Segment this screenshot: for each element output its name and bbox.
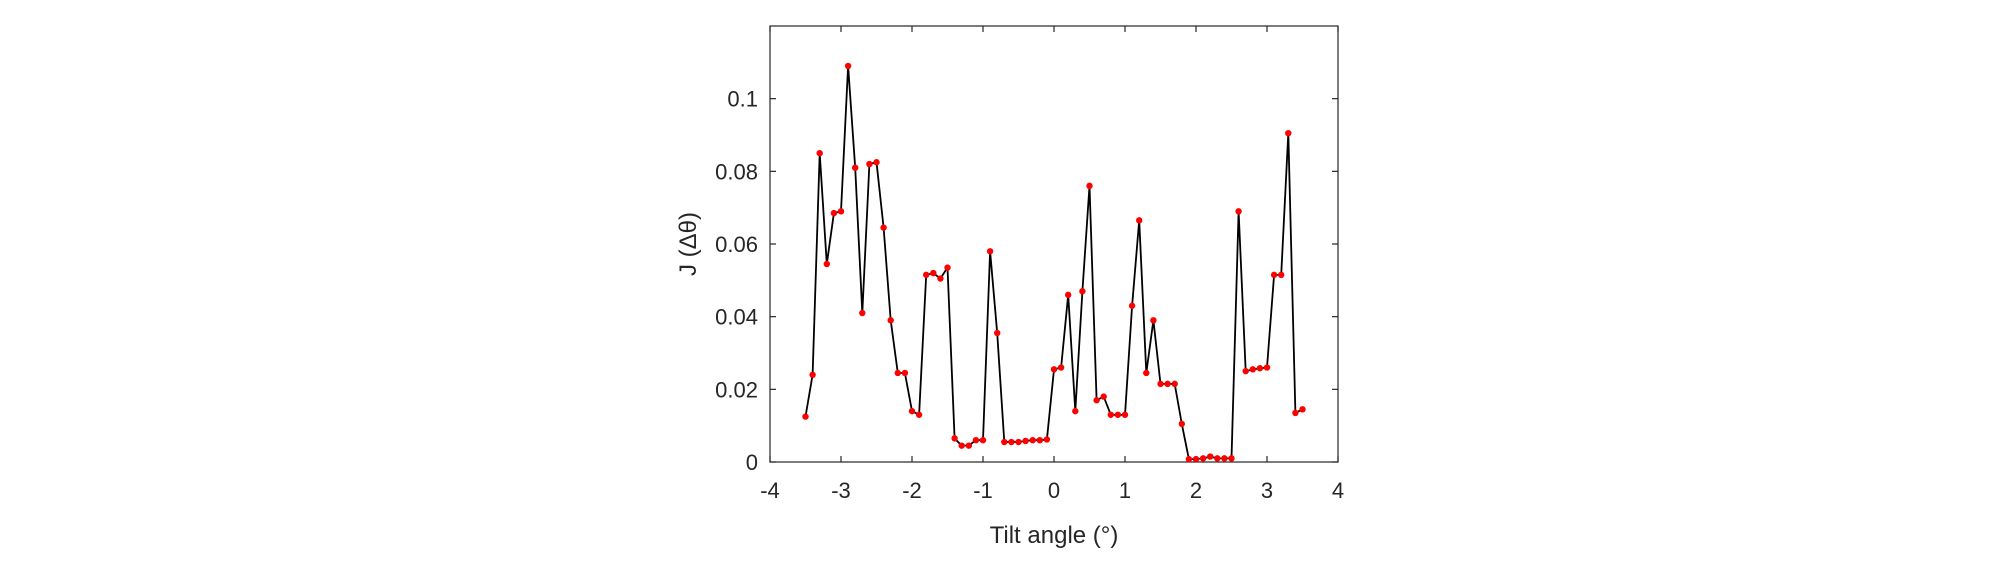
data-point bbox=[1285, 129, 1292, 137]
data-point bbox=[1214, 455, 1221, 462]
data-point bbox=[1299, 406, 1306, 413]
y-axis: 0 0.02 0.04 0.06 0.08 0.1 bbox=[715, 87, 1338, 475]
data-point bbox=[979, 437, 987, 444]
data-point bbox=[1136, 217, 1143, 224]
data-point bbox=[908, 407, 916, 415]
x-tick-label: -4 bbox=[760, 478, 780, 503]
data-point bbox=[1171, 380, 1178, 388]
data-point bbox=[866, 160, 873, 168]
data-point bbox=[1164, 380, 1171, 388]
y-tick-label: 0.08 bbox=[715, 159, 758, 184]
data-point bbox=[1221, 455, 1228, 462]
data-point bbox=[1143, 369, 1150, 377]
data-point bbox=[1015, 438, 1022, 446]
data-point bbox=[1292, 409, 1299, 417]
data-point bbox=[852, 164, 859, 171]
data-point bbox=[844, 62, 852, 70]
data-point bbox=[1157, 380, 1164, 388]
data-point bbox=[1114, 411, 1122, 418]
data-point bbox=[837, 208, 845, 215]
data-markers bbox=[802, 62, 1306, 463]
x-tick-label: 3 bbox=[1261, 478, 1273, 503]
data-point bbox=[1057, 364, 1065, 371]
data-point bbox=[1242, 367, 1249, 375]
data-point bbox=[1270, 271, 1278, 279]
data-point bbox=[1008, 438, 1015, 446]
y-tick-label: 0.04 bbox=[715, 305, 758, 330]
data-point bbox=[1128, 302, 1136, 309]
plot-area bbox=[769, 25, 1339, 463]
data-point bbox=[1249, 366, 1257, 373]
data-point bbox=[986, 248, 994, 255]
data-point bbox=[873, 159, 880, 166]
data-point bbox=[937, 275, 944, 282]
y-tick-label: 0.06 bbox=[715, 232, 758, 257]
data-point bbox=[1150, 317, 1157, 324]
x-axis-label: Tilt angle (°) bbox=[990, 522, 1119, 549]
data-point bbox=[859, 309, 866, 317]
x-tick-label: 2 bbox=[1190, 478, 1202, 503]
x-tick-label: 0 bbox=[1048, 478, 1060, 503]
data-point bbox=[1107, 411, 1115, 418]
data-point bbox=[1178, 420, 1186, 428]
data-point bbox=[930, 269, 937, 277]
y-tick-label: 0.1 bbox=[727, 87, 758, 112]
data-point bbox=[923, 271, 930, 279]
data-point bbox=[823, 260, 830, 268]
x-tick-label: -2 bbox=[902, 478, 922, 503]
data-point bbox=[951, 435, 958, 442]
data-point bbox=[1093, 397, 1100, 404]
data-point bbox=[1001, 438, 1008, 446]
data-point bbox=[958, 442, 965, 449]
data-point bbox=[816, 149, 823, 157]
data-point bbox=[1086, 182, 1093, 190]
data-point bbox=[915, 411, 923, 418]
data-point bbox=[1100, 393, 1107, 400]
data-point bbox=[901, 369, 909, 377]
data-point bbox=[1072, 407, 1079, 415]
data-point bbox=[887, 317, 894, 324]
data-point bbox=[1036, 437, 1044, 444]
data-point bbox=[1050, 366, 1058, 373]
x-tick-label: -1 bbox=[973, 478, 993, 503]
data-point bbox=[972, 437, 980, 444]
data-point bbox=[1185, 455, 1193, 463]
data-point bbox=[1235, 208, 1242, 215]
data-point bbox=[1065, 291, 1072, 299]
data-point bbox=[802, 413, 809, 420]
data-point bbox=[1199, 455, 1207, 462]
y-tick-label: 0.02 bbox=[715, 377, 758, 402]
x-tick-label: -3 bbox=[831, 478, 851, 503]
data-point bbox=[1029, 437, 1036, 444]
data-point bbox=[880, 224, 887, 231]
data-point bbox=[830, 209, 838, 217]
data-point bbox=[1256, 365, 1264, 372]
data-point bbox=[1278, 271, 1285, 279]
data-point bbox=[1263, 364, 1271, 371]
data-point bbox=[1121, 411, 1129, 418]
y-tick-label: 0 bbox=[746, 450, 758, 475]
data-point bbox=[1079, 288, 1086, 295]
x-tick-label: 1 bbox=[1119, 478, 1131, 503]
data-point bbox=[1228, 455, 1235, 462]
data-point bbox=[809, 371, 816, 378]
y-axis-label: J (Δθ) bbox=[675, 212, 702, 276]
data-point bbox=[944, 264, 951, 271]
data-point bbox=[1022, 437, 1029, 445]
data-point bbox=[1207, 453, 1214, 460]
data-point bbox=[965, 442, 972, 449]
data-point bbox=[1192, 455, 1200, 463]
x-tick-label: 4 bbox=[1332, 478, 1344, 503]
data-point bbox=[1043, 436, 1051, 443]
data-point bbox=[894, 369, 901, 377]
data-point bbox=[994, 329, 1001, 337]
